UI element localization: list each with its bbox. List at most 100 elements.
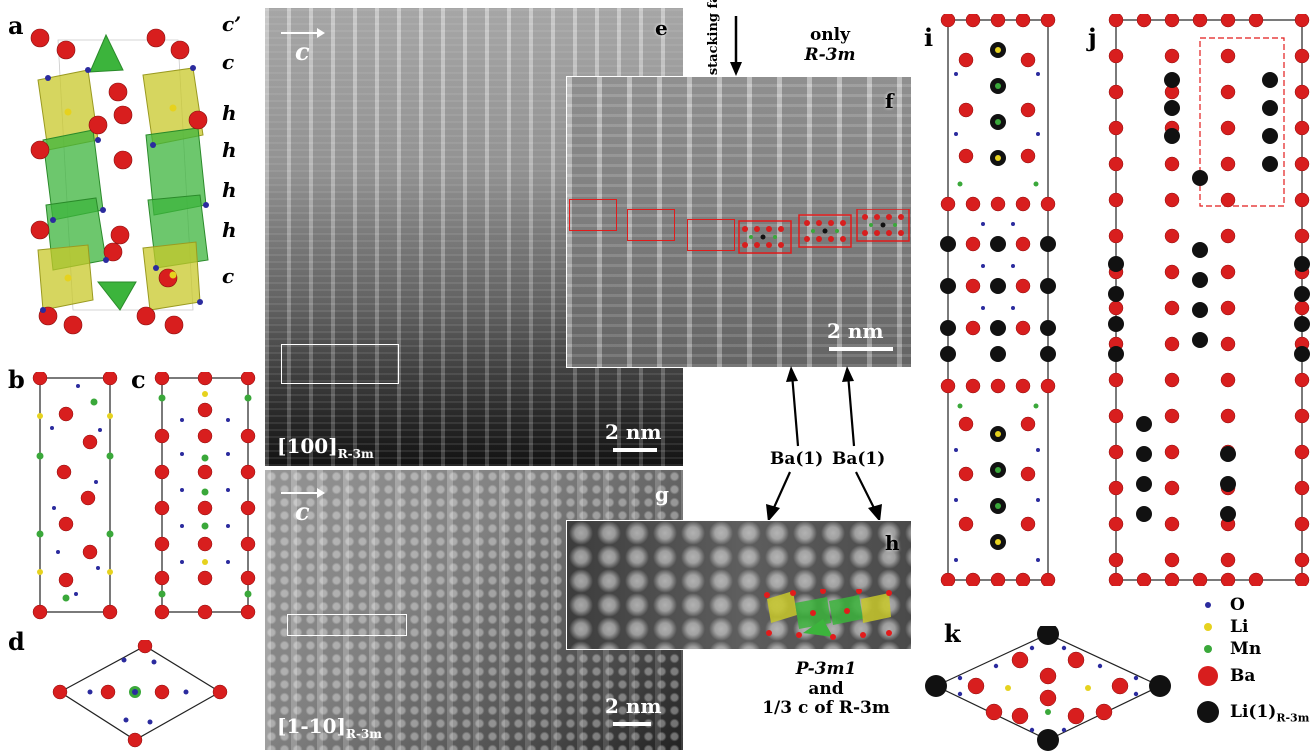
legend-item: Li(1)R-3m [1196,692,1314,732]
basal-projection-d [52,640,228,748]
scale-bar-label: 2 nm [605,694,662,718]
c-axis-label: c [295,37,310,66]
ba-atom [1294,408,1310,424]
legend-item: Mn [1196,638,1314,660]
ba-atom [1108,192,1124,208]
panel-label-j: j [1088,23,1097,52]
ba-atom [1192,572,1208,586]
and-text: and [808,678,844,699]
stack-label: h [222,101,237,125]
scale-bar [613,722,651,726]
ba-atom [1220,14,1236,28]
ba-atom [1294,48,1310,64]
panel-label-d: d [8,627,25,656]
ba-atom [1294,156,1310,172]
down-arrow-icon [730,16,742,76]
unit-cell-structure-b [32,372,118,620]
legend-item: Li [1196,616,1314,638]
ba-atom [1220,408,1236,424]
zone-axis-subscript: R-3m [345,727,382,741]
stem-micrograph-h: h [566,520,912,650]
legend-swatch [1205,602,1211,608]
ba-atom [1294,552,1310,568]
zone-axis-text: [100] [277,434,338,458]
only-text: only [809,25,851,45]
ba-atom [1108,480,1124,496]
stack-label: h [222,218,237,242]
ba-atom [1108,48,1124,64]
ba-atom [1220,300,1236,316]
ba-atom [1294,444,1310,460]
only-r3m-label: only R-3m [790,25,870,65]
ba-atom [1164,408,1180,424]
ba-atom [1164,300,1180,316]
legend-label-subscript: R-3m [1276,711,1310,725]
legend-swatch [1197,701,1219,723]
stack-label: c’ [222,12,242,36]
ba-atom [1108,372,1124,388]
ba-atom [1294,120,1310,136]
ba-atom [1220,372,1236,388]
ba-atom [1164,156,1180,172]
stack-label: h [222,138,237,162]
ba1-label-left: Ba(1) [770,449,824,469]
panel-label-e: e [655,16,668,40]
ba-atom [1220,120,1236,136]
ba-atom [1192,14,1208,28]
legend-label: Li(1)R-3m [1230,702,1310,725]
ba-atom [1220,84,1236,100]
c-axis-arrow-icon [281,28,325,38]
structure-model-j [1108,14,1310,586]
red-box [687,219,735,251]
ba-atom [1108,552,1124,568]
scale-bar [613,448,657,452]
ba-atom [1164,336,1180,352]
ba-atom [1108,156,1124,172]
ba-atom [1164,228,1180,244]
legend-label: Mn [1230,639,1262,659]
red-box [627,209,675,241]
structure-model-i [940,14,1056,586]
zone-axis-subscript: R-3m [337,447,374,461]
ba-atom [1108,120,1124,136]
third-c-text: 1/3 c of R-3m [762,698,890,719]
ba-atom [1164,480,1180,496]
ba-atom [1220,156,1236,172]
annotation-arrows [766,366,882,522]
ba-atom [1220,48,1236,64]
zone-axis-label: [100]R-3m [277,436,374,460]
ba-atom [1164,444,1180,460]
ba-atom [1108,228,1124,244]
ba-atom [1294,192,1310,208]
ba-atom [1220,192,1236,208]
crystal-structure-polyhedra [30,28,209,335]
ba-atom [1164,14,1180,28]
scale-bar-label: 2 nm [605,420,662,444]
zone-axis-label: [1-10]R-3m [277,716,382,740]
region-box [287,614,407,636]
c-axis-arrow-icon [281,488,325,498]
ba-atom [1164,192,1180,208]
ba-atom [1164,372,1180,388]
scale-bar [829,347,893,351]
ba-atom [1108,300,1124,316]
ba-atom [1248,572,1264,586]
ba-atom [1164,552,1180,568]
scale-bar-label: 2 nm [827,319,884,343]
panel-label-b: b [8,365,25,394]
ba-atom [1136,14,1152,28]
ba-atom [1164,48,1180,64]
ba-atom [1294,228,1310,244]
stack-label: c [222,50,235,74]
region-box [281,344,399,384]
panel-label-i: i [924,23,934,52]
ba-atom [1294,300,1310,316]
unit-cell-structure-c [154,372,256,620]
ba-atom [1294,516,1310,532]
legend-label: Ba [1230,666,1256,686]
ba-atom [1220,228,1236,244]
ba-atom [1220,264,1236,280]
legend-item: O [1196,594,1314,616]
ba-atom [1220,552,1236,568]
stem-micrograph-f: f 2 nm [566,76,912,368]
